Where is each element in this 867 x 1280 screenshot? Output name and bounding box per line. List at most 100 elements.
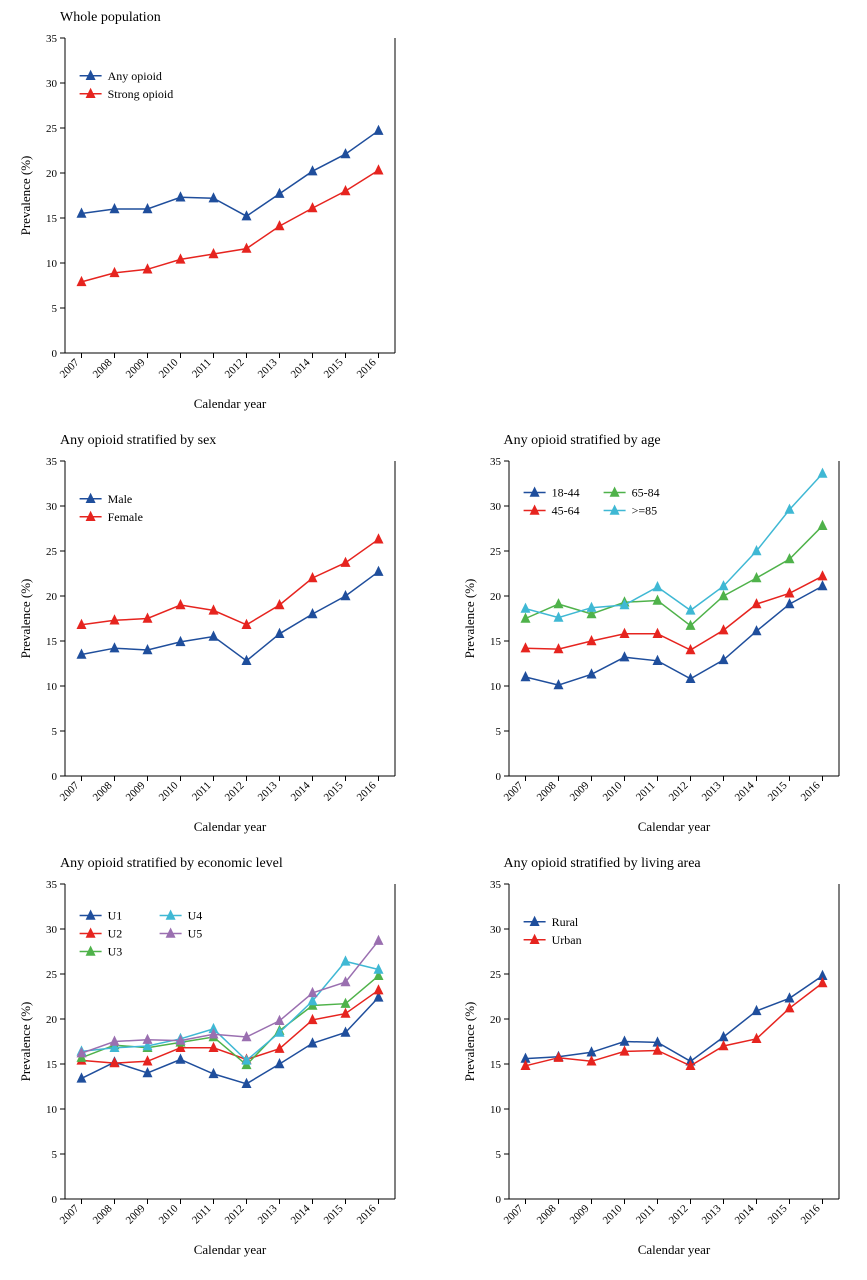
y-tick-label: 20: [46, 168, 58, 180]
x-tick-label: 2013: [699, 1202, 723, 1226]
x-tick-label: 2015: [322, 779, 346, 803]
panel-title: Any opioid stratified by sex: [10, 433, 434, 449]
x-tick-label: 2014: [732, 1202, 756, 1226]
data-marker: [209, 631, 219, 641]
y-tick-label: 15: [46, 213, 58, 225]
y-tick-label: 0: [52, 348, 58, 360]
legend-label: U1: [108, 909, 123, 923]
data-marker: [529, 934, 539, 944]
panel-title: Any opioid stratified by age: [454, 433, 867, 449]
legend-label: Rural: [551, 915, 578, 929]
x-tick-label: 2012: [223, 780, 247, 804]
x-tick-label: 2009: [567, 1202, 591, 1226]
data-marker: [341, 998, 351, 1008]
x-tick-label: 2014: [289, 356, 313, 380]
data-marker: [308, 608, 318, 618]
x-tick-label: 2008: [534, 1202, 558, 1226]
y-tick-label: 10: [46, 681, 58, 693]
x-tick-label: 2015: [765, 1202, 789, 1226]
legend-label: U3: [108, 945, 123, 959]
chart-econ: 05101520253035Prevalence (%)200720082009…: [10, 874, 410, 1269]
y-tick-label: 25: [46, 546, 58, 558]
data-marker: [209, 1042, 219, 1052]
y-tick-label: 30: [490, 924, 502, 936]
x-tick-label: 2007: [58, 1202, 82, 1226]
y-axis-label: Prevalence (%): [18, 1002, 33, 1082]
data-marker: [619, 628, 629, 638]
legend-label: U4: [188, 909, 203, 923]
data-marker: [685, 673, 695, 683]
data-marker: [817, 570, 827, 580]
x-tick-label: 2009: [567, 779, 591, 803]
legend-label: Urban: [551, 933, 581, 947]
data-marker: [609, 487, 619, 497]
y-tick-label: 0: [52, 771, 58, 783]
series-line-Female: [82, 539, 379, 625]
data-marker: [374, 164, 384, 174]
data-marker: [341, 1008, 351, 1018]
series-line-U3: [82, 976, 379, 1065]
panel-age: Any opioid stratified by age051015202530…: [454, 433, 867, 846]
y-tick-label: 25: [490, 546, 502, 558]
y-tick-label: 30: [46, 924, 58, 936]
y-tick-label: 10: [490, 1104, 502, 1116]
y-tick-label: 0: [52, 1194, 58, 1206]
y-tick-label: 15: [490, 636, 502, 648]
data-marker: [86, 928, 96, 938]
x-tick-label: 2009: [124, 356, 148, 380]
panel-sex: Any opioid stratified by sex051015202530…: [10, 433, 434, 846]
data-marker: [341, 590, 351, 600]
data-marker: [176, 1054, 186, 1064]
x-tick-label: 2012: [223, 357, 247, 381]
data-marker: [110, 203, 120, 213]
x-tick-label: 2012: [666, 1203, 690, 1227]
data-marker: [718, 624, 728, 634]
x-tick-label: 2012: [666, 780, 690, 804]
data-marker: [176, 599, 186, 609]
series-line-U2: [82, 990, 379, 1063]
data-marker: [242, 655, 252, 665]
x-tick-label: 2015: [322, 356, 346, 380]
y-tick-label: 0: [495, 771, 501, 783]
y-axis-label: Prevalence (%): [18, 579, 33, 659]
data-marker: [529, 487, 539, 497]
data-marker: [784, 598, 794, 608]
data-marker: [817, 520, 827, 530]
y-tick-label: 35: [46, 879, 58, 891]
data-marker: [652, 628, 662, 638]
empty-cell: [454, 10, 867, 423]
legend-label: 18-44: [551, 486, 579, 500]
data-marker: [341, 148, 351, 158]
y-tick-label: 35: [490, 456, 502, 468]
x-axis-label: Calendar year: [637, 819, 710, 834]
y-tick-label: 15: [46, 1059, 58, 1071]
series-line-Male: [82, 572, 379, 661]
data-marker: [784, 1002, 794, 1012]
chart-area: 05101520253035Prevalence (%)200720082009…: [454, 874, 854, 1269]
data-marker: [652, 581, 662, 591]
legend-label: 45-64: [551, 504, 579, 518]
y-tick-label: 35: [46, 456, 58, 468]
x-axis-label: Calendar year: [194, 396, 267, 411]
data-marker: [374, 935, 384, 945]
x-tick-label: 2016: [798, 779, 822, 803]
x-tick-label: 2010: [157, 1202, 181, 1226]
y-tick-label: 10: [46, 258, 58, 270]
data-marker: [374, 566, 384, 576]
data-marker: [143, 1034, 153, 1044]
data-marker: [619, 1036, 629, 1046]
panel-title: Whole population: [10, 10, 434, 26]
data-marker: [520, 603, 530, 613]
x-tick-label: 2014: [289, 779, 313, 803]
x-tick-label: 2008: [91, 779, 115, 803]
y-tick-label: 30: [490, 501, 502, 513]
x-tick-label: 2016: [798, 1202, 822, 1226]
data-marker: [86, 493, 96, 503]
data-marker: [308, 165, 318, 175]
y-tick-label: 25: [46, 123, 58, 135]
data-marker: [609, 505, 619, 515]
y-tick-label: 35: [46, 33, 58, 45]
y-tick-label: 15: [46, 636, 58, 648]
x-tick-label: 2009: [124, 1202, 148, 1226]
data-marker: [166, 928, 176, 938]
